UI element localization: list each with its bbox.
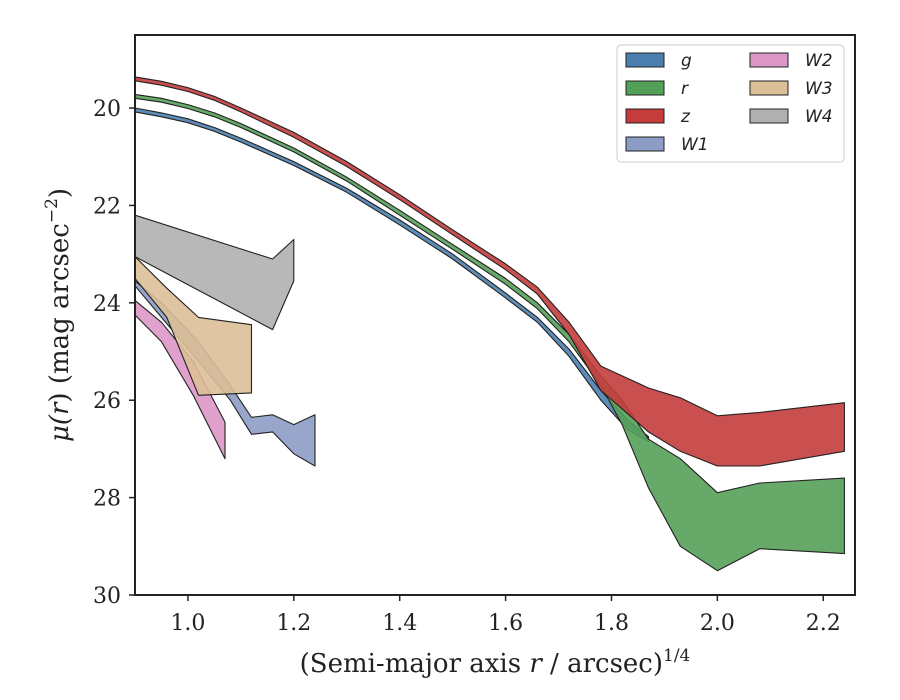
legend: grz W1 W2 W3 W4 — [616, 44, 845, 163]
legend-swatch-w2 — [749, 52, 789, 68]
legend-swatch-w4 — [749, 108, 789, 124]
legend-label-g: g — [681, 51, 692, 71]
legend-frame — [616, 44, 845, 163]
legend-label-w3: W3 — [805, 79, 833, 99]
legend-label-w4: W4 — [805, 107, 833, 127]
legend-swatch-g — [625, 52, 665, 68]
y-tick-label: 24 — [93, 292, 121, 317]
y-tick-label: 20 — [93, 97, 121, 122]
x-tick-label: 1.8 — [594, 611, 629, 636]
band-z — [134, 76, 845, 467]
legend-swatch-r — [625, 80, 665, 96]
legend-label-w2: W2 — [805, 51, 833, 71]
y-tick-label: 28 — [93, 487, 121, 512]
y-tick-label: 22 — [93, 194, 121, 219]
legend-label-z: z — [680, 107, 691, 127]
y-tick-label: 30 — [93, 584, 121, 609]
band-w2 — [134, 299, 226, 460]
x-tick-label: 1.0 — [170, 611, 205, 636]
band-r — [134, 93, 845, 572]
legend-swatch-w1 — [625, 136, 665, 152]
x-tick-label: 1.2 — [276, 611, 311, 636]
x-axis-label: (Semi-major axis r / arcsec)1/4 — [300, 646, 691, 679]
y-tick-label: 26 — [93, 389, 121, 414]
band-w3 — [134, 256, 253, 396]
plot-frame — [134, 34, 856, 596]
series-bands — [134, 76, 845, 572]
y-axis-ticks: 20 22 24 26 28 30 — [93, 97, 135, 609]
legend-label-r: r — [681, 79, 689, 99]
x-tick-label: 2.0 — [700, 611, 735, 636]
x-tick-label: 1.6 — [488, 611, 523, 636]
legend-swatch-w3 — [749, 80, 789, 96]
x-tick-label: 1.4 — [382, 611, 417, 636]
legend-swatch-z — [625, 108, 665, 124]
x-axis-ticks: 1.0 1.2 1.4 1.6 1.8 2.0 2.2 — [170, 595, 841, 636]
x-tick-label: 2.2 — [806, 611, 841, 636]
legend-label-w1: W1 — [681, 135, 709, 155]
y-axis-label: μ(r) (mag arcsec−2) — [42, 188, 75, 442]
